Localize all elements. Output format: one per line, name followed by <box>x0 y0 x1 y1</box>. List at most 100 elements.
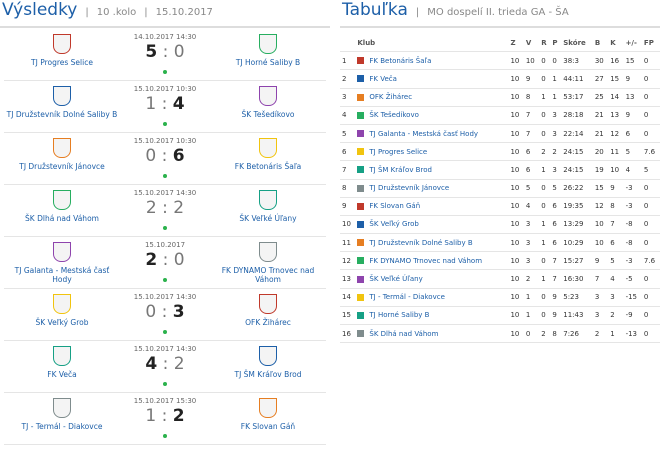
position: 4 <box>340 106 356 125</box>
stat: 10 <box>508 251 524 271</box>
team-name[interactable]: FK Slovan Gáň <box>240 422 296 431</box>
stat: 10 <box>523 51 540 71</box>
standings-row: 5 TJ Galanta - Mestská časť Hody 10 7 0 3 22:1… <box>340 124 660 144</box>
team-name[interactable]: OFK Žihárec <box>245 318 291 327</box>
stat: 10 <box>508 160 524 180</box>
club-name[interactable]: ŠK Veľký Grob <box>369 220 419 229</box>
stat: -3 <box>623 251 642 271</box>
stat: 10 <box>508 142 524 162</box>
club-icon <box>357 184 365 192</box>
team-name[interactable]: ŠK Dlhá nad Váhom <box>25 214 99 223</box>
status-dot <box>163 278 167 282</box>
team: TJ Progres Selice <box>4 34 120 67</box>
club-cell: FK Betonáris Šaľa <box>355 51 509 71</box>
team-name[interactable]: TJ Progres Selice <box>31 58 93 67</box>
team-name[interactable]: TJ Galanta - Mestská časť Hody <box>14 266 110 284</box>
standings-row: 8 TJ Družstevník Jánovce 10 5 0 5 26:22 15 9 -3 0 <box>340 179 660 198</box>
club-name[interactable]: FK Betonáris Šaľa <box>369 56 432 65</box>
column-header: Skóre <box>561 34 593 53</box>
header-row: Klub Z V R P Skóre B K +/- FP <box>340 34 660 53</box>
club-name[interactable]: FK Slovan Gáň <box>369 202 421 211</box>
team-name[interactable]: ŠK Tešedíkovo <box>241 110 295 119</box>
club-cell: ŠK Veľké Úľany <box>355 269 509 289</box>
match: ŠK Veľký Grob OFK Žihárec 15.10.2017 14:30… <box>4 290 326 341</box>
team-name[interactable]: FK DYNAMO Trnovec nad Váhom <box>221 266 315 284</box>
stat: 21 <box>592 124 609 144</box>
team-name[interactable]: TJ - Termál - Diakovce <box>21 422 103 431</box>
stat: 30 <box>592 51 609 71</box>
club-name[interactable]: TJ Družstevník Dolné Saliby B <box>369 238 473 247</box>
club-name[interactable]: ŠK Veľké Úľany <box>369 275 423 284</box>
team-logo <box>259 86 277 106</box>
team-name[interactable]: TJ ŠM Kráľov Brod <box>234 370 302 379</box>
club-name[interactable]: ŠK Tešedíkovo <box>369 111 419 120</box>
away-score: 4 <box>172 94 185 114</box>
team-name[interactable]: TJ Horné Saliby B <box>235 58 301 67</box>
team-name[interactable]: TJ Družstevník Dolné Saliby B <box>6 110 118 119</box>
home-score: 2 <box>145 198 157 218</box>
stat: 1 <box>523 288 540 307</box>
club-name[interactable]: TJ Progres Selice <box>369 147 428 156</box>
club-name[interactable]: OFK Žihárec <box>369 93 413 102</box>
team-name[interactable]: ŠK Veľké Úľany <box>239 214 297 223</box>
standings-row: 16 ŠK Dlhá nad Váhom 10 0 2 8 7:26 2 1 -13 0 <box>340 324 660 344</box>
team: FK Betonáris Šaľa <box>210 138 326 171</box>
stat: 1 <box>539 233 551 253</box>
stat: 11:43 <box>561 306 593 326</box>
stat: 5 <box>641 160 660 180</box>
position: 10 <box>340 215 356 235</box>
column-header: +/- <box>623 34 642 53</box>
stat: 16 <box>608 51 624 71</box>
stat: 0 <box>641 51 660 71</box>
stat: 53:17 <box>561 88 593 107</box>
team: FK Veča <box>4 346 120 379</box>
stat: 25 <box>592 88 609 107</box>
stat: 5:23 <box>561 288 593 307</box>
stat: -3 <box>623 179 642 198</box>
score: 2 : 2 <box>120 198 210 218</box>
status-dot <box>163 434 167 438</box>
team: ŠK Veľký Grob <box>4 294 120 327</box>
stat: -13 <box>623 324 642 344</box>
team: TJ Galanta - Mestská časť Hody <box>4 242 120 284</box>
stat: 0 <box>641 88 660 107</box>
stat: 10 <box>508 288 524 307</box>
club-name[interactable]: TJ Horné Saliby B <box>369 311 430 320</box>
team: TJ ŠM Kráľov Brod <box>210 346 326 379</box>
club-name[interactable]: ŠK Dlhá nad Váhom <box>369 329 439 338</box>
stat: 15:27 <box>561 251 593 271</box>
column-header: B <box>592 34 609 53</box>
stat: 10 <box>508 306 524 326</box>
club-name[interactable]: TJ Galanta - Mestská časť Hody <box>369 129 479 138</box>
club-cell: OFK Žihárec <box>355 88 509 107</box>
stat: 10 <box>608 160 624 180</box>
club-name[interactable]: FK Veča <box>369 74 397 83</box>
match: ŠK Dlhá nad Váhom ŠK Veľké Úľany 15.10.201… <box>4 186 326 237</box>
team-name[interactable]: ŠK Veľký Grob <box>35 318 89 327</box>
results-panel: Výsledky | 10 .kolo | 15.10.2017 TJ Prog… <box>0 0 330 445</box>
club-name[interactable]: FK DYNAMO Trnovec nad Váhom <box>369 256 483 265</box>
stat: 7 <box>523 106 540 125</box>
team-logo <box>259 398 277 418</box>
sep: | <box>144 7 148 18</box>
score-separator: : <box>157 42 174 62</box>
home-score: 2 <box>145 250 158 270</box>
team-name[interactable]: TJ Družstevník Jánovce <box>19 162 105 171</box>
standings-row: 12 FK DYNAMO Trnovec nad Váhom 10 3 0 7 15:27 9… <box>340 251 660 271</box>
column-header: R <box>539 34 551 53</box>
match: TJ Progres Selice TJ Horné Saliby B 14.10.… <box>4 30 326 81</box>
stat: 15 <box>623 51 642 71</box>
stat: 9 <box>592 251 609 271</box>
stat: 8 <box>523 88 540 107</box>
stat: 19 <box>592 160 609 180</box>
club-name[interactable]: TJ - Termál - Diakovce <box>369 293 445 302</box>
team-name[interactable]: FK Veča <box>47 370 77 379</box>
club-name[interactable]: TJ ŠM Kráľov Brod <box>369 165 432 174</box>
team-name[interactable]: FK Betonáris Šaľa <box>234 162 302 171</box>
stat: 5 <box>608 251 624 271</box>
stat: 12 <box>592 197 609 216</box>
home-score: 0 <box>145 146 157 166</box>
club-name[interactable]: TJ Družstevník Jánovce <box>369 184 450 193</box>
stat: -8 <box>623 215 642 235</box>
stat: 2 <box>550 142 562 162</box>
